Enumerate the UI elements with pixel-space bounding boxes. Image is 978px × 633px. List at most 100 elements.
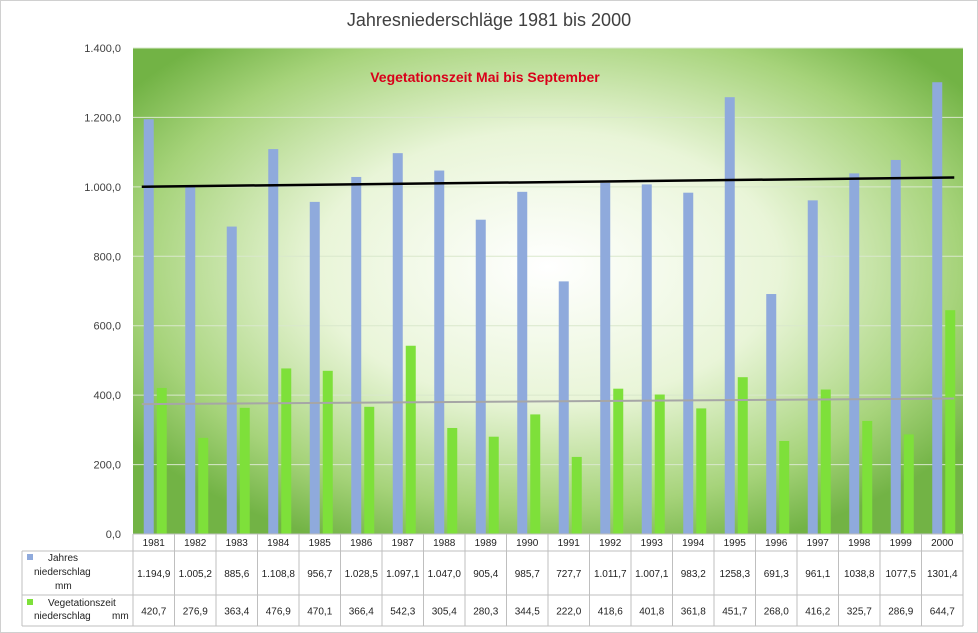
data-table: 1981 1982 1983 1984 1985 1986 1987 1988 1989 1990… bbox=[21, 533, 964, 627]
data-table-value: 286,9 bbox=[888, 607, 913, 618]
data-table-value: 280,3 bbox=[473, 607, 498, 618]
bar-vegetationszeit bbox=[571, 456, 582, 534]
bar-jahresniederschlag bbox=[766, 294, 777, 534]
bar-vegetationszeit bbox=[364, 406, 375, 534]
y-tick-label: 600,0 bbox=[93, 321, 121, 333]
bar-jahresniederschlag bbox=[932, 82, 943, 535]
x-category-label: 1996 bbox=[765, 538, 788, 549]
data-table-value: 1.047,0 bbox=[428, 569, 462, 580]
legend-label: niederschlag bbox=[34, 567, 91, 578]
bar-vegetationszeit bbox=[862, 420, 873, 534]
data-table-value: 363,4 bbox=[224, 607, 249, 618]
data-table-value: 691,3 bbox=[764, 569, 789, 580]
data-table-value: 222,0 bbox=[556, 607, 581, 618]
bar-jahresniederschlag bbox=[683, 192, 694, 534]
data-table-value: 476,9 bbox=[266, 607, 291, 618]
data-table-value: 1.108,8 bbox=[262, 569, 296, 580]
data-table-value: 418,6 bbox=[598, 607, 623, 618]
bar-jahresniederschlag bbox=[641, 184, 652, 534]
bar-jahresniederschlag bbox=[517, 191, 528, 534]
data-table-value: 416,2 bbox=[805, 607, 830, 618]
data-table-value: 268,0 bbox=[764, 607, 789, 618]
bar-jahresniederschlag bbox=[475, 219, 486, 535]
bar-vegetationszeit bbox=[903, 434, 914, 534]
data-table-value: 325,7 bbox=[847, 607, 872, 618]
x-category-label: 1991 bbox=[558, 538, 581, 549]
y-tick-label: 200,0 bbox=[93, 460, 121, 472]
bar-vegetationszeit bbox=[779, 440, 790, 534]
x-category-label: 1988 bbox=[433, 538, 456, 549]
bar-jahresniederschlag bbox=[268, 149, 279, 534]
y-tick-label: 0,0 bbox=[106, 529, 121, 541]
trendlines bbox=[141, 176, 955, 406]
bar-jahresniederschlag bbox=[890, 159, 901, 535]
data-table-value: 727,7 bbox=[556, 569, 581, 580]
legend-label: mm bbox=[112, 611, 129, 622]
bar-jahresniederschlag bbox=[392, 153, 403, 534]
y-tick-label: 800,0 bbox=[93, 251, 121, 263]
bar-jahresniederschlag bbox=[351, 176, 362, 535]
x-category-label: 1982 bbox=[184, 538, 207, 549]
bar-jahresniederschlag bbox=[143, 119, 154, 534]
data-table-value: 366,4 bbox=[349, 607, 374, 618]
chart-title: Jahresniederschläge 1981 bis 2000 bbox=[346, 10, 632, 30]
bar-jahresniederschlag bbox=[309, 201, 320, 534]
x-category-label: 1985 bbox=[309, 538, 332, 549]
data-table-value: 401,8 bbox=[639, 607, 664, 618]
bar-vegetationszeit bbox=[654, 394, 665, 534]
data-table-value: 961,1 bbox=[805, 569, 830, 580]
x-category-label: 1984 bbox=[267, 538, 290, 549]
plot-area bbox=[133, 48, 963, 534]
bars bbox=[143, 82, 956, 535]
bar-vegetationszeit bbox=[945, 310, 956, 534]
data-table-value: 1.007,1 bbox=[635, 569, 669, 580]
bar-vegetationszeit bbox=[156, 387, 167, 534]
data-table-value: 361,8 bbox=[681, 607, 706, 618]
x-category-label: 2000 bbox=[931, 538, 954, 549]
data-table-value: 470,1 bbox=[307, 607, 332, 618]
bar-vegetationszeit bbox=[281, 368, 292, 534]
data-table-value: 1.011,7 bbox=[594, 569, 627, 580]
x-category-label: 1987 bbox=[392, 538, 415, 549]
data-table-value: 1.028,5 bbox=[345, 569, 379, 580]
bar-jahresniederschlag bbox=[434, 170, 445, 534]
data-table-value: 420,7 bbox=[141, 607, 166, 618]
bar-vegetationszeit bbox=[820, 389, 831, 534]
legend-label: Vegetationszeit bbox=[48, 598, 116, 609]
data-table-value: 983,2 bbox=[681, 569, 706, 580]
data-table-value: 985,7 bbox=[515, 569, 540, 580]
legend-swatch-jahresniederschlag bbox=[27, 554, 33, 560]
bar-jahresniederschlag bbox=[226, 226, 237, 534]
bar-vegetationszeit bbox=[530, 414, 541, 534]
data-table-value: 305,4 bbox=[432, 607, 457, 618]
legend-swatch-vegetationszeit bbox=[27, 599, 33, 605]
data-table-value: 1258,3 bbox=[719, 569, 750, 580]
data-table-value: 885,6 bbox=[224, 569, 249, 580]
data-table-value: 956,7 bbox=[307, 569, 332, 580]
data-table-value: 1.005,2 bbox=[179, 569, 213, 580]
x-category-label: 1992 bbox=[599, 538, 622, 549]
y-tick-label: 1.200,0 bbox=[84, 112, 121, 124]
data-table-value: 344,5 bbox=[515, 607, 540, 618]
data-table-value: 1.194,9 bbox=[137, 569, 171, 580]
annotation-text: Vegetationszeit Mai bis September bbox=[370, 69, 600, 85]
bar-vegetationszeit bbox=[696, 408, 707, 534]
bar-jahresniederschlag bbox=[558, 281, 569, 534]
bar-vegetationszeit bbox=[239, 407, 250, 534]
x-category-label: 1990 bbox=[516, 538, 539, 549]
x-category-label: 1993 bbox=[641, 538, 664, 549]
x-category-label: 1997 bbox=[807, 538, 830, 549]
bar-vegetationszeit bbox=[613, 388, 624, 534]
legend-label: niederschlag bbox=[34, 611, 91, 622]
trendline-vegetationszeit bbox=[141, 397, 955, 406]
y-tick-label: 1.400,0 bbox=[84, 43, 121, 55]
data-table-value: 1301,4 bbox=[927, 569, 958, 580]
data-table-value: 1077,5 bbox=[885, 569, 916, 580]
data-table-value: 1.097,1 bbox=[386, 569, 420, 580]
bar-vegetationszeit bbox=[198, 437, 209, 534]
bar-jahresniederschlag bbox=[849, 173, 860, 534]
x-category-label: 1986 bbox=[350, 538, 373, 549]
y-tick-label: 1.000,0 bbox=[84, 182, 121, 194]
bar-jahresniederschlag bbox=[600, 182, 611, 534]
